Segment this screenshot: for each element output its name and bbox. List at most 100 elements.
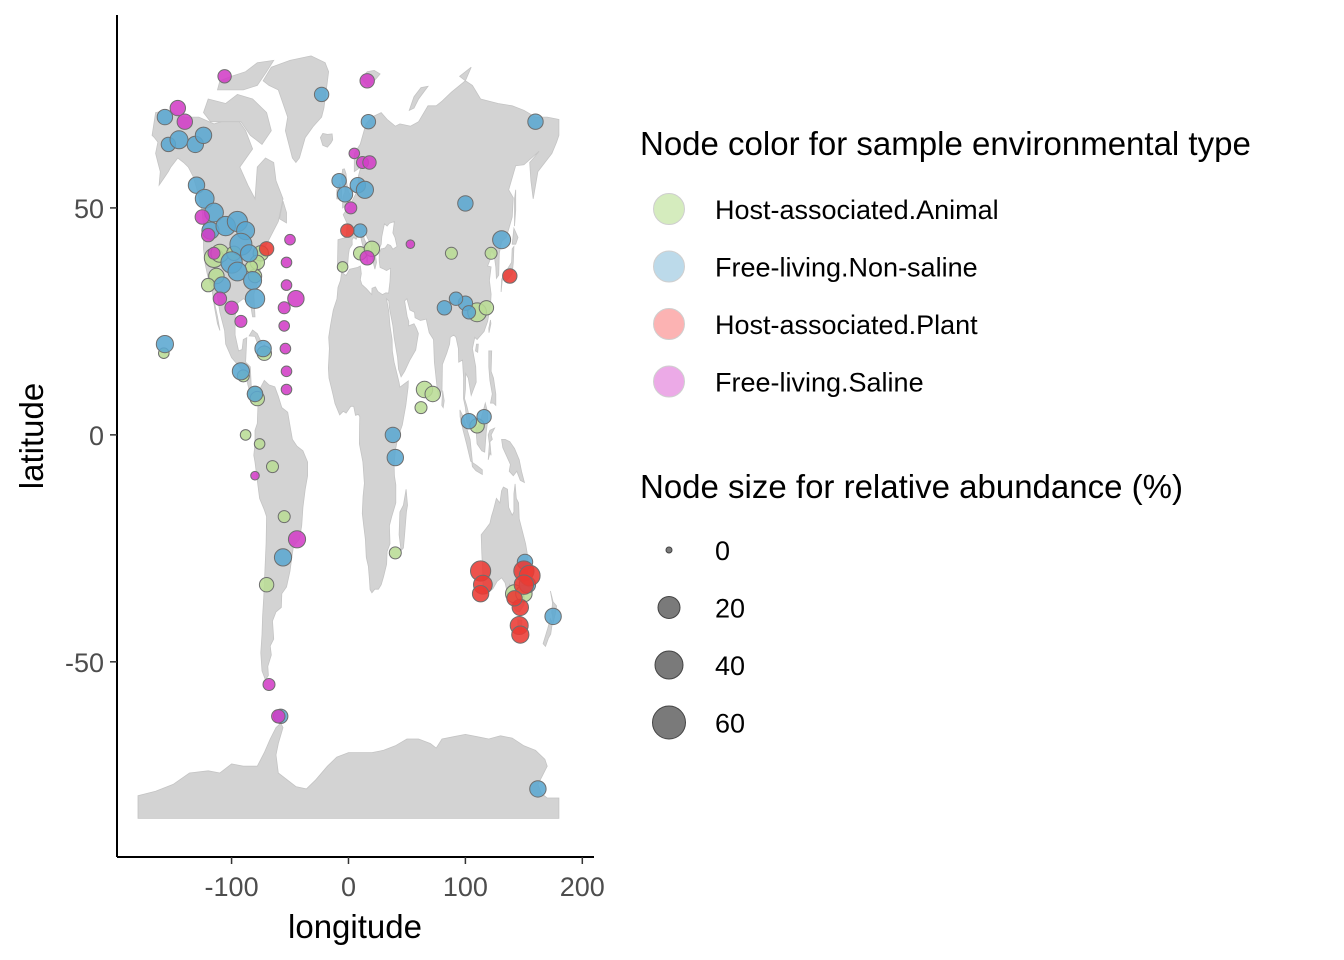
point-free-living-non-saline — [231, 362, 250, 381]
land-severnaya — [458, 66, 472, 82]
point-free-living-saline — [224, 300, 239, 315]
x-tick-label: -100 — [205, 872, 259, 902]
point-free-living-non-saline — [476, 409, 492, 425]
point-host-associated-plant — [471, 585, 490, 603]
size-key-0 — [665, 546, 673, 554]
point-host-associated-animal — [201, 277, 216, 293]
size-key-20 — [657, 596, 681, 619]
point-free-living-non-saline — [461, 305, 477, 320]
point-host-associated-plant — [511, 625, 530, 644]
point-free-living-saline — [284, 233, 296, 246]
land-greenland — [262, 55, 330, 164]
point-host-associated-animal — [444, 246, 458, 260]
point-free-living-saline — [271, 709, 286, 724]
land-novaya-zemlya — [408, 85, 429, 112]
world-land-map — [137, 55, 560, 819]
land-new-guinea — [501, 439, 526, 484]
y-tick-label: 50 — [74, 194, 104, 224]
legend-label: Host-associated.Plant — [715, 310, 978, 340]
land-south-america — [253, 379, 308, 681]
point-host-associated-plant — [502, 268, 518, 284]
point-free-living-non-saline — [360, 114, 377, 130]
x-axis-title: longitude — [288, 908, 422, 945]
land-sakhalin — [514, 189, 517, 227]
point-free-living-non-saline — [243, 271, 263, 290]
land-antarctica — [137, 722, 560, 819]
point-free-living-non-saline — [194, 188, 215, 209]
point-free-living-saline — [250, 470, 260, 481]
point-free-living-non-saline — [156, 108, 174, 126]
point-free-living-non-saline — [244, 288, 266, 309]
legend-key-free-living-non-saline — [653, 250, 685, 283]
x-axis-ticks: -100 0 100 200 — [205, 857, 605, 902]
size-legend-label: 40 — [715, 651, 745, 681]
point-host-associated-plant — [506, 590, 523, 607]
point-free-living-non-saline — [529, 780, 547, 798]
land-iceland — [319, 133, 334, 148]
point-free-living-saline — [405, 239, 416, 249]
y-tick-label: 0 — [89, 421, 104, 451]
point-free-living-saline — [262, 678, 276, 691]
point-free-living-saline — [348, 147, 361, 160]
land-philippines — [488, 350, 497, 407]
point-free-living-saline — [278, 320, 291, 332]
size-legend-label: 60 — [715, 709, 745, 739]
point-free-living-non-saline — [355, 180, 374, 199]
point-free-living-saline — [201, 227, 216, 243]
land-newfoundland — [279, 200, 287, 224]
x-tick-label: 0 — [341, 872, 356, 902]
y-axis-title: latitude — [13, 383, 50, 489]
land-madagascar — [398, 489, 408, 552]
point-free-living-saline — [176, 113, 194, 130]
point-host-associated-plant — [340, 223, 355, 238]
point-host-associated-animal — [258, 577, 275, 593]
point-free-living-saline — [234, 314, 248, 328]
point-free-living-non-saline — [448, 291, 464, 306]
point-free-living-non-saline — [436, 300, 453, 316]
land-hainan — [475, 343, 479, 353]
point-host-associated-animal — [388, 546, 402, 560]
land-java — [471, 461, 483, 476]
point-free-living-non-saline — [544, 607, 562, 626]
point-free-living-non-saline — [331, 173, 347, 189]
point-free-living-non-saline — [227, 261, 248, 282]
point-free-living-saline — [280, 383, 293, 396]
point-host-associated-plant — [513, 574, 535, 595]
x-tick-label: 100 — [443, 872, 488, 902]
point-free-living-non-saline — [492, 230, 512, 250]
point-host-associated-animal — [424, 385, 441, 403]
point-host-associated-animal — [253, 438, 266, 450]
point-host-associated-animal — [484, 246, 498, 260]
point-free-living-non-saline — [457, 195, 474, 212]
size-legend-label: 0 — [715, 536, 730, 566]
legend-key-host-associated-animal — [653, 193, 685, 225]
point-free-living-non-saline — [213, 276, 231, 294]
point-free-living-saline — [362, 155, 377, 170]
point-host-associated-animal — [336, 261, 349, 273]
point-free-living-saline — [344, 201, 358, 215]
color-legend-title: Node color for sample environmental type — [640, 125, 1251, 162]
legend: Node color for sample environmental type… — [640, 125, 1251, 740]
point-free-living-saline — [280, 279, 293, 291]
legend-label: Free-living.Saline — [715, 368, 924, 398]
point-free-living-non-saline — [336, 186, 354, 203]
point-free-living-saline — [280, 365, 293, 378]
point-free-living-non-saline — [527, 113, 544, 130]
size-key-60 — [652, 705, 686, 740]
x-tick-label: 200 — [560, 872, 605, 902]
land-arctic-islands-1 — [203, 93, 272, 145]
point-free-living-saline — [212, 291, 228, 306]
point-free-living-saline — [207, 246, 221, 260]
point-free-living-non-saline — [194, 126, 213, 145]
point-free-living-saline — [280, 256, 293, 269]
point-free-living-non-saline — [460, 413, 478, 430]
point-free-living-non-saline — [240, 244, 259, 263]
point-host-associated-animal — [239, 429, 252, 441]
size-legend-keys: 0 20 40 60 — [652, 536, 745, 740]
size-legend-label: 20 — [715, 594, 745, 624]
point-free-living-non-saline — [246, 385, 264, 403]
land-arctic-islands-2 — [216, 59, 275, 91]
point-free-living-saline — [359, 73, 375, 89]
land-sri-lanka — [441, 390, 445, 409]
